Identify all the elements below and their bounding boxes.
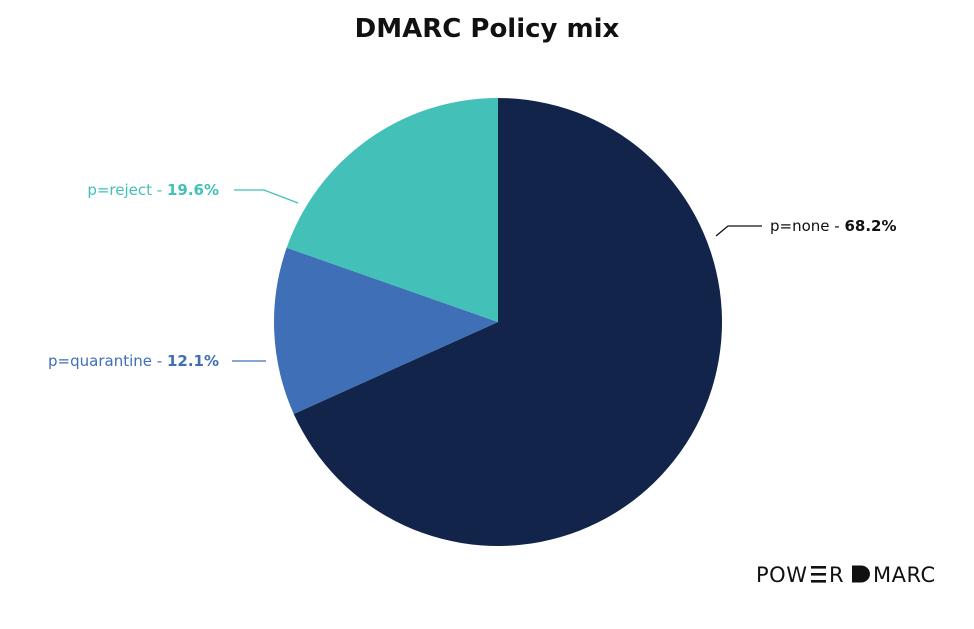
svg-text:POW: POW [756,563,807,586]
pie-slice-pnone [293,98,722,546]
slice-label: p=reject - 19.6% [87,181,219,199]
leader-line [234,189,299,204]
leader-line [715,225,762,237]
pie-slice-preject [286,98,498,322]
slice-label: p=quarantine - 12.1% [48,352,219,370]
pie-slice-pquarantine [274,247,498,414]
svg-text:MARC: MARC [873,563,936,586]
powerdmarc-logo: POW R MARC [756,562,944,591]
chart-title: DMARC Policy mix [354,14,620,44]
pie-slices [274,98,722,546]
slice-label: p=none - 68.2% [770,217,897,235]
logo-wordmark-icon: POW R MARC [756,563,936,587]
svg-text:R: R [829,563,844,586]
slice-labels: p=none - 68.2% p=quarantine - 12.1% p=reje… [48,181,896,370]
leader-lines [232,189,762,362]
